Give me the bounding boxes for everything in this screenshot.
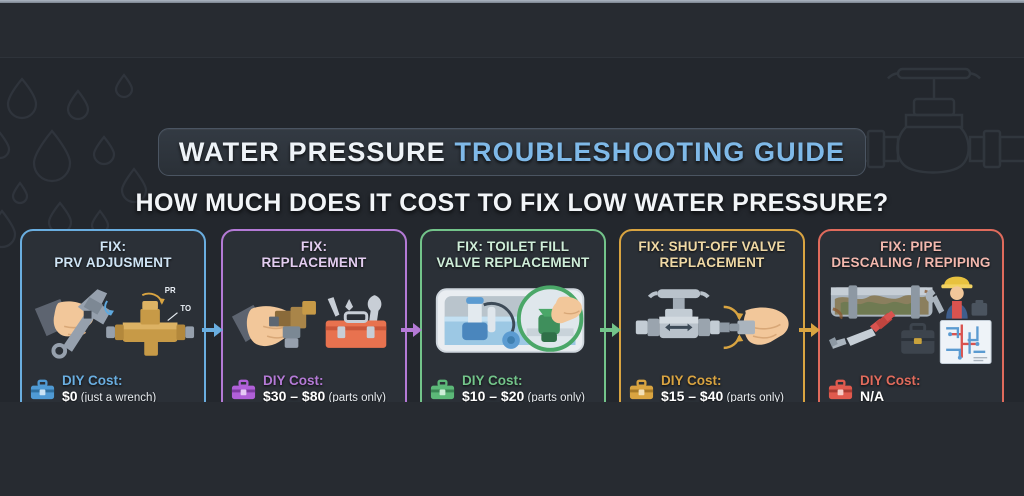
card-title-line2: DESCALING / REPIPING	[831, 254, 991, 270]
card-title: FIX: TOILET FILL VALVE REPLACEMENT	[429, 239, 597, 273]
diy-cost-value: $10 – $20 (parts only)	[462, 387, 586, 402]
card-illustration	[429, 275, 597, 368]
diy-cost-text: DIY Cost: $0 (just a wrench)	[62, 373, 157, 402]
arrow-2-to-3-icon	[401, 323, 422, 337]
card-title-line2: REPLACEMENT	[261, 254, 367, 270]
diy-cost-row: DIY Cost: $15 – $40 (parts only)	[628, 373, 796, 402]
ball-valve-hand-icon	[635, 289, 789, 350]
card-toilet-fill-valve[interactable]: FIX: TOILET FILL VALVE REPLACEMENT	[420, 229, 606, 402]
toolbox-icon	[30, 379, 55, 399]
toilet-tank-fill-valve-icon	[435, 285, 585, 353]
diy-cost-value: N/A	[860, 387, 921, 402]
card-costs: DIY Cost: N/A	[827, 370, 995, 402]
diy-cost-amount: $30 – $80	[263, 387, 326, 402]
card-title: FIX: REPLACEMENT	[230, 239, 398, 273]
diy-cost-amount: $0	[62, 387, 78, 402]
diy-cost-note: (parts only)	[524, 391, 586, 402]
title-banner: WATER PRESSURE TROUBLESHOOTING GUIDE	[158, 128, 866, 176]
diy-cost-row: DIY Cost: $10 – $20 (parts only)	[429, 373, 597, 402]
card-illustration	[628, 275, 796, 368]
diy-cost-text: DIY Cost: $15 – $40 (parts only)	[661, 373, 785, 402]
title-part-1: WATER PRESSURE	[178, 136, 455, 167]
corroded-pipe-plumber-blueprint-icon	[828, 276, 992, 365]
diy-cost-row: DIY Cost: $30 – $80 (parts only)	[230, 373, 398, 402]
card-title: FIX: PIPE DESCALING / REPIPING	[827, 239, 995, 273]
arrow-1-to-2-icon	[202, 323, 223, 337]
card-title: FIX: PRV ADJUSMENT	[29, 239, 197, 273]
card-illustration	[827, 275, 995, 368]
diy-cost-amount: N/A	[860, 387, 885, 402]
art-tag-pr: PR	[165, 286, 176, 295]
top-rule	[0, 0, 1024, 3]
infographic-stage: WATER PRESSURE TROUBLESHOOTING GUIDE HOW…	[0, 57, 1024, 402]
page-subtitle: HOW MUCH DOES IT COST TO FIX LOW WATER P…	[135, 189, 889, 217]
diy-cost-label: DIY Cost:	[263, 373, 324, 389]
diy-cost-note: (parts only)	[723, 391, 785, 402]
card-illustration	[230, 275, 398, 368]
card-costs: DIY Cost: $10 – $20 (parts only)	[429, 370, 597, 402]
diy-cost-amount: $15 – $40	[661, 387, 724, 402]
card-title-line1: FIX: SHUT-OFF VALVE	[638, 239, 786, 254]
card-replacement[interactable]: FIX: REPLACEMENT	[221, 229, 407, 402]
diy-cost-label: DIY Cost:	[62, 373, 123, 389]
diy-cost-note: (just a wrench)	[77, 391, 157, 402]
diy-cost-value: $0 (just a wrench)	[62, 387, 157, 402]
card-title-line1: FIX: PIPE	[880, 239, 942, 254]
diy-cost-value: $30 – $80 (parts only)	[263, 387, 387, 402]
card-costs: DIY Cost: $30 – $80 (parts only)	[230, 370, 398, 402]
diy-cost-row: DIY Cost: N/A	[827, 373, 995, 402]
hand-wrench-prv-valve-icon: PR TO	[34, 286, 195, 359]
diy-cost-text: DIY Cost: $10 – $20 (parts only)	[462, 373, 586, 402]
arrow-4-to-5-icon	[799, 323, 820, 337]
card-prv-adjustment[interactable]: FIX: PRV ADJUSMENT	[20, 229, 206, 402]
diy-cost-label: DIY Cost:	[462, 373, 523, 389]
arrow-3-to-4-icon	[600, 323, 621, 337]
toolbox-icon	[231, 379, 256, 399]
diy-cost-text: DIY Cost: $30 – $80 (parts only)	[263, 373, 387, 402]
card-title-line1: FIX:	[300, 239, 328, 254]
card-title-line2: VALVE REPLACEMENT	[436, 254, 590, 270]
diy-cost-text: DIY Cost: N/A	[860, 373, 921, 402]
card-title-line1: FIX:	[99, 239, 127, 254]
toolbox-icon	[430, 379, 455, 399]
card-title-line2: REPLACEMENT	[659, 254, 765, 270]
card-illustration: PR TO	[29, 275, 197, 368]
art-tag-to: TO	[180, 304, 191, 313]
diy-cost-note: (parts only)	[325, 391, 387, 402]
diy-cost-row: DIY Cost: $0 (just a wrench)	[29, 373, 197, 402]
card-shutoff-valve[interactable]: FIX: SHUT-OFF VALVE REPLACEMENT	[619, 229, 805, 402]
toolbox-icon	[629, 379, 654, 399]
diy-cost-label: DIY Cost:	[661, 373, 722, 389]
hand-aerator-toolbox-icon	[231, 295, 387, 348]
toolbox-icon	[828, 379, 853, 399]
card-pipe-descaling-repiping[interactable]: FIX: PIPE DESCALING / REPIPING	[818, 229, 1004, 402]
card-costs: DIY Cost: $0 (just a wrench)	[29, 370, 197, 402]
card-costs: DIY Cost: $15 – $40 (parts only)	[628, 370, 796, 402]
card-title-line2: PRV ADJUSMENT	[54, 254, 172, 270]
diy-cost-label: DIY Cost:	[860, 373, 921, 389]
diy-cost-value: $15 – $40 (parts only)	[661, 387, 785, 402]
stage-top-line	[0, 57, 1024, 58]
card-title: FIX: SHUT-OFF VALVE REPLACEMENT	[628, 239, 796, 273]
cards-row: FIX: PRV ADJUSMENT	[0, 229, 1024, 402]
page-title: WATER PRESSURE TROUBLESHOOTING GUIDE	[179, 137, 845, 168]
diy-cost-amount: $10 – $20	[462, 387, 525, 402]
title-part-2: TROUBLESHOOTING GUIDE	[454, 136, 846, 167]
card-title-line1: FIX: TOILET FILL	[456, 239, 570, 254]
